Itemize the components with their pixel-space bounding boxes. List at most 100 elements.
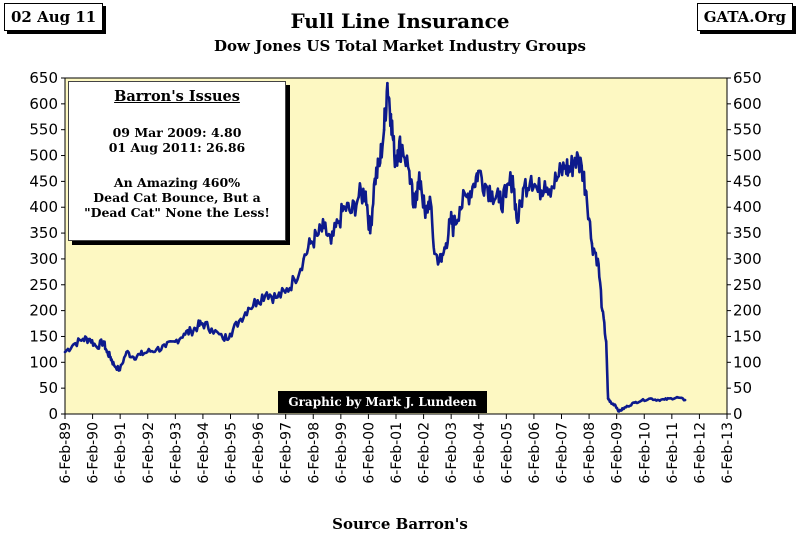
y-tick-label-left: 500 <box>29 147 58 165</box>
data-point <box>88 337 92 341</box>
data-point <box>504 195 508 199</box>
data-point <box>633 401 636 404</box>
data-point <box>683 398 687 402</box>
x-tick-label: 6-Feb-97 <box>279 422 295 484</box>
y-tick-label-right: 200 <box>733 302 762 320</box>
y-tick-label-left: 450 <box>29 172 58 190</box>
data-point <box>105 350 109 354</box>
data-point <box>516 221 519 224</box>
data-point <box>382 128 386 131</box>
data-point <box>112 363 116 367</box>
data-point <box>585 190 588 193</box>
data-point <box>626 404 629 408</box>
data-point <box>316 234 319 237</box>
data-point <box>483 182 487 186</box>
data-point <box>656 398 659 402</box>
x-tick-label: 6-Feb-06 <box>527 422 543 484</box>
x-tick-label: 6-Feb-09 <box>610 422 626 484</box>
y-tick-label-left: 50 <box>39 379 58 397</box>
data-point <box>511 174 514 178</box>
data-point <box>433 252 436 256</box>
data-point <box>63 350 67 354</box>
x-tick-label: 6-Feb-02 <box>417 422 433 484</box>
x-tick-label: 6-Feb-93 <box>168 422 184 484</box>
y-tick-label-right: 450 <box>733 172 762 190</box>
annotation-line: 01 Aug 2011: 26.86 <box>108 140 246 155</box>
data-point <box>182 332 186 336</box>
data-point <box>284 291 287 294</box>
data-point <box>613 403 617 407</box>
data-point <box>497 200 501 204</box>
data-point <box>196 324 200 328</box>
y-tick-label-right: 600 <box>733 95 762 113</box>
x-tick-label: 6-Feb-10 <box>637 422 653 484</box>
data-point <box>604 340 608 343</box>
chart-title: Full Line Insurance <box>290 9 510 33</box>
data-point <box>322 226 326 230</box>
data-point <box>640 399 643 402</box>
y-tick-label-right: 550 <box>733 121 762 139</box>
data-point <box>564 164 567 168</box>
data-point <box>477 169 480 173</box>
data-point <box>95 345 98 349</box>
annotation-line: "Dead Cat" None the Less! <box>84 205 270 220</box>
data-point <box>557 174 560 178</box>
data-point <box>529 174 533 178</box>
data-point <box>452 226 455 230</box>
y-tick-label-left: 100 <box>29 353 58 371</box>
data-point <box>606 397 610 400</box>
x-tick-label: 6-Feb-99 <box>334 422 350 484</box>
x-tick-label: 6-Feb-94 <box>196 422 212 484</box>
data-point <box>386 81 389 85</box>
data-point <box>237 319 241 323</box>
y-tick-label-right: 350 <box>733 224 762 242</box>
data-point <box>621 407 625 411</box>
data-point <box>155 348 158 351</box>
data-point <box>414 190 418 193</box>
data-point <box>596 257 600 261</box>
data-point <box>118 368 122 372</box>
data-point <box>221 337 225 341</box>
credit-label: Graphic by Mark J. Lundeen <box>278 391 487 413</box>
y-tick-label-right: 50 <box>733 379 752 397</box>
x-tick-label: 6-Feb-07 <box>555 422 571 484</box>
data-point <box>350 211 354 214</box>
annotation-line: 09 Mar 2009: 4.80 <box>112 125 242 140</box>
x-tick-label: 6-Feb-95 <box>224 422 240 484</box>
x-tick-label: 6-Feb-90 <box>86 422 102 484</box>
annotation-title: Barron's Issues <box>114 88 240 105</box>
data-point <box>173 340 177 343</box>
x-axis-label: Source Barron's <box>332 515 468 533</box>
data-point <box>302 257 305 261</box>
x-tick-label: 6-Feb-04 <box>472 422 488 484</box>
x-tick-label: 6-Feb-05 <box>499 422 515 484</box>
data-point <box>408 169 411 173</box>
y-tick-label-right: 150 <box>733 327 762 345</box>
data-point <box>125 350 128 354</box>
chart-subtitle: Dow Jones US Total Market Industry Group… <box>214 37 586 55</box>
data-point <box>81 337 85 341</box>
data-point <box>550 185 554 188</box>
data-point <box>201 322 204 325</box>
data-point <box>109 355 112 359</box>
data-point <box>440 260 443 263</box>
data-point <box>393 154 396 157</box>
y-tick-label-right: 250 <box>733 276 762 294</box>
data-point <box>573 156 577 160</box>
y-tick-label-left: 200 <box>29 302 58 320</box>
x-tick-label: 6-Feb-92 <box>141 422 157 484</box>
y-tick-label-left: 400 <box>29 198 58 216</box>
y-tick-label-right: 650 <box>733 69 762 87</box>
data-point <box>364 190 367 193</box>
data-point <box>210 327 213 331</box>
x-tick-label: 6-Feb-91 <box>113 422 129 484</box>
data-point <box>617 410 621 413</box>
data-point <box>670 397 673 400</box>
y-tick-label-left: 650 <box>29 69 58 87</box>
data-point <box>610 402 613 406</box>
data-point <box>368 231 372 235</box>
x-tick-label: 6-Feb-11 <box>665 422 681 484</box>
data-point <box>139 353 142 356</box>
series-line <box>64 81 686 413</box>
data-point <box>329 242 333 245</box>
